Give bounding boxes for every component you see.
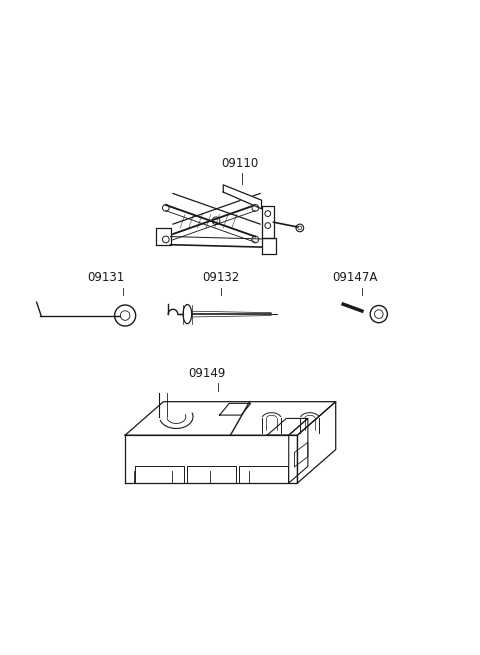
Text: 09110: 09110 <box>221 157 259 170</box>
Text: 09147A: 09147A <box>332 271 378 284</box>
Text: 09149: 09149 <box>188 367 225 380</box>
Polygon shape <box>262 238 276 254</box>
Polygon shape <box>289 419 308 483</box>
Text: 09131: 09131 <box>87 271 125 284</box>
Polygon shape <box>239 466 288 483</box>
Polygon shape <box>298 402 336 483</box>
Polygon shape <box>187 466 236 483</box>
Polygon shape <box>220 403 251 415</box>
Polygon shape <box>135 466 184 483</box>
Polygon shape <box>125 435 298 483</box>
Polygon shape <box>125 402 336 435</box>
Polygon shape <box>156 228 170 245</box>
Text: 09132: 09132 <box>202 271 240 284</box>
Polygon shape <box>267 419 308 435</box>
Polygon shape <box>262 206 274 238</box>
Polygon shape <box>223 185 262 209</box>
